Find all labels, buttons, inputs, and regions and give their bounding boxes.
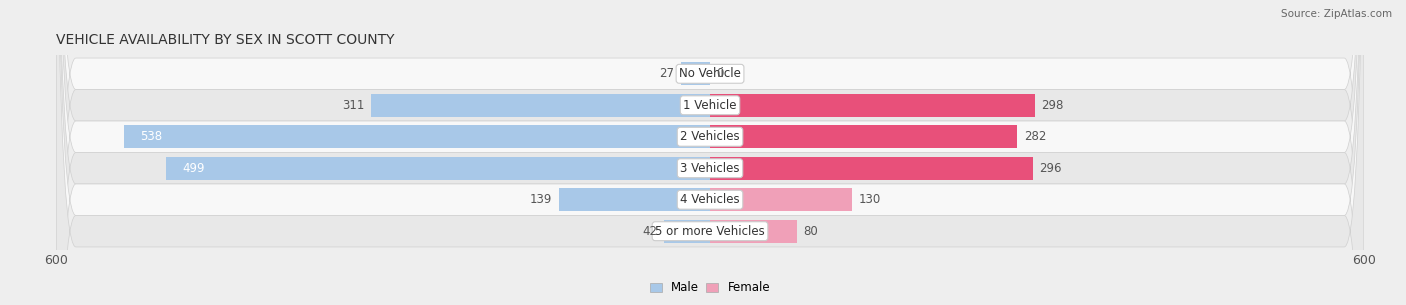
Text: 499: 499	[183, 162, 205, 175]
Text: 130: 130	[858, 193, 880, 206]
Bar	[681, 63, 710, 85]
Text: 139: 139	[530, 193, 553, 206]
Text: 2 Vehicles: 2 Vehicles	[681, 130, 740, 143]
Bar	[166, 157, 710, 180]
Legend: Male, Female: Male, Female	[645, 276, 775, 299]
Bar	[710, 188, 852, 211]
Text: 298: 298	[1042, 99, 1064, 112]
FancyBboxPatch shape	[56, 0, 1364, 305]
Bar	[664, 220, 710, 242]
Text: 1 Vehicle: 1 Vehicle	[683, 99, 737, 112]
FancyBboxPatch shape	[56, 0, 1364, 305]
Text: 282: 282	[1024, 130, 1046, 143]
Text: 42: 42	[643, 225, 658, 238]
Text: 80: 80	[804, 225, 818, 238]
Text: 4 Vehicles: 4 Vehicles	[681, 193, 740, 206]
Text: 538: 538	[141, 130, 162, 143]
Bar	[710, 125, 1018, 148]
Bar	[710, 157, 1032, 180]
FancyBboxPatch shape	[56, 0, 1364, 305]
Text: No Vehicle: No Vehicle	[679, 67, 741, 80]
Text: 5 or more Vehicles: 5 or more Vehicles	[655, 225, 765, 238]
Text: 296: 296	[1039, 162, 1062, 175]
FancyBboxPatch shape	[56, 0, 1364, 305]
Bar	[124, 125, 710, 148]
Text: 3 Vehicles: 3 Vehicles	[681, 162, 740, 175]
Bar	[710, 94, 1035, 117]
FancyBboxPatch shape	[56, 0, 1364, 305]
Text: Source: ZipAtlas.com: Source: ZipAtlas.com	[1281, 9, 1392, 19]
Text: 311: 311	[342, 99, 364, 112]
Bar	[558, 188, 710, 211]
Text: 27: 27	[659, 67, 673, 80]
FancyBboxPatch shape	[56, 0, 1364, 305]
Bar	[710, 220, 797, 242]
Text: VEHICLE AVAILABILITY BY SEX IN SCOTT COUNTY: VEHICLE AVAILABILITY BY SEX IN SCOTT COU…	[56, 33, 395, 47]
Text: 0: 0	[717, 67, 724, 80]
Bar	[371, 94, 710, 117]
